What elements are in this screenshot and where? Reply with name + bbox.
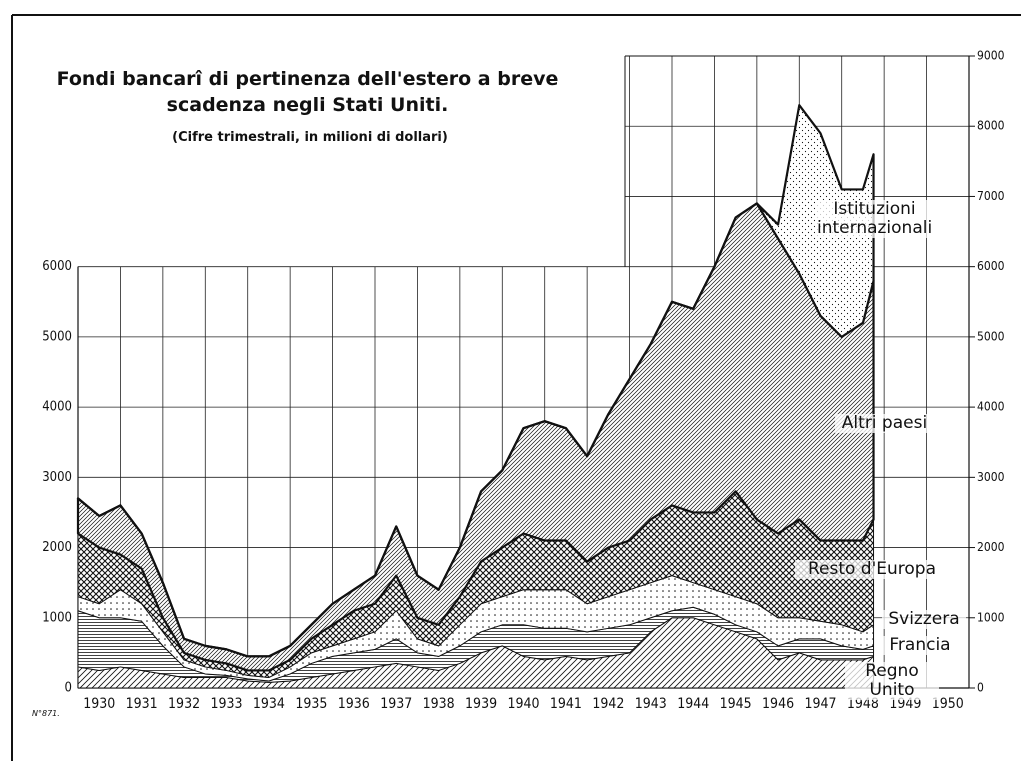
x-tick-label: 1931 [126,696,158,712]
x-tick-label: 1932 [168,696,200,712]
y-tick-label: 5000 [42,329,72,344]
y2-tick-label: 6000 [977,259,1005,273]
y2-tick-label: 7000 [977,189,1005,203]
y2-tick-label: 4000 [977,400,1005,414]
y2-tick-label: 9000 [977,49,1005,63]
y2-tick-label: 0 [977,681,984,695]
y-tick-label: 1000 [42,610,72,625]
series-label: Istituzioni internazionali [815,199,934,238]
series-label: Regno Unito [845,662,939,700]
x-tick-label: 1937 [380,696,412,712]
x-tick-label: 1943 [635,696,667,712]
x-tick-label: 1950 [932,696,964,712]
series-label: Svizzera [882,610,966,629]
y-tick-label: 6000 [42,259,72,274]
y-tick-label: 3000 [42,470,72,485]
x-tick-label: 1944 [677,696,709,712]
x-tick-label: 1942 [592,696,624,712]
series-label: Francia [883,636,957,655]
series-label: Resto d'Europa [795,560,949,579]
chart-subtitle: (Cifre trimestrali, in milioni di dollar… [172,130,448,145]
y2-tick-label: 5000 [977,329,1005,343]
x-tick-label: 1948 [847,696,879,712]
x-tick-label: 1940 [507,696,539,712]
chart-title: Fondi bancarî di pertinenza dell'estero … [56,68,559,116]
x-tick-label: 1945 [720,696,752,712]
series-label: Altri paesi [835,414,934,433]
y-tick-label: 4000 [42,400,72,415]
x-tick-label: 1949 [889,696,921,712]
x-tick-label: 1939 [465,696,497,712]
y2-tick-label: 3000 [977,470,1005,484]
x-tick-label: 1935 [295,696,327,712]
x-tick-label: 1930 [83,696,115,712]
y-tick-label: 0 [65,681,72,696]
x-tick-label: 1936 [338,696,370,712]
x-tick-label: 1933 [210,696,242,712]
y-tick-label: 2000 [42,540,72,555]
y2-tick-label: 8000 [977,119,1005,133]
y2-tick-label: 2000 [977,540,1005,554]
x-tick-label: 1934 [253,696,285,712]
x-tick-label: 1946 [762,696,794,712]
x-tick-label: 1938 [423,696,455,712]
x-tick-label: 1941 [550,696,582,712]
y2-tick-label: 1000 [977,610,1005,624]
x-tick-label: 1947 [804,696,836,712]
note: N°871. [32,709,60,718]
